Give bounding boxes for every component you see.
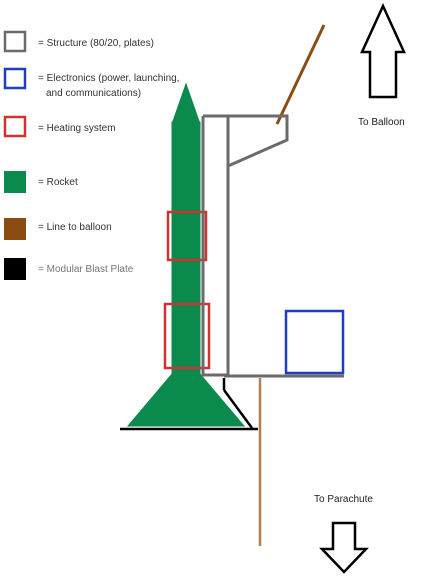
- legend-item-balloon-line: = Line to balloon: [4, 218, 112, 240]
- legend-label-heating: = Heating system: [38, 123, 116, 134]
- legend-label-balloon-line: = Line to balloon: [38, 222, 112, 233]
- legend-swatch-electronics: [3, 67, 27, 90]
- structure-outline: [201, 114, 289, 377]
- heating-element-lower: [163, 302, 211, 370]
- structure-frame: [201, 114, 344, 378]
- legend-swatch-rocket: [4, 171, 26, 193]
- legend-swatch-blast-plate: [4, 258, 26, 280]
- rocket-fins: [126, 373, 246, 427]
- arrow-down-icon: [319, 521, 369, 574]
- legend: = Structure (80/20, plates) = Electronic…: [3, 30, 179, 280]
- legend-item-structure: = Structure (80/20, plates): [3, 30, 154, 53]
- legend-item-electronics: = Electronics (power, launching, and com…: [3, 67, 179, 99]
- label-to-parachute: To Parachute: [314, 494, 373, 505]
- legend-item-heating: = Heating system: [3, 115, 116, 138]
- legend-label-electronics-line2: and communications): [46, 88, 141, 99]
- electronics-box: [284, 309, 345, 375]
- legend-label-rocket: = Rocket: [38, 177, 78, 188]
- heating-element-upper: [166, 210, 208, 262]
- legend-label-electronics-line1: = Electronics (power, launching,: [38, 73, 179, 84]
- rocket: [126, 82, 246, 427]
- rocket-nose: [171, 82, 201, 125]
- rocket-body: [171, 121, 201, 381]
- blast-plate-deflector: [222, 389, 254, 429]
- legend-item-blast-plate: = Modular Blast Plate: [4, 258, 134, 280]
- legend-label-blast-plate: = Modular Blast Plate: [38, 264, 134, 275]
- legend-label-structure: = Structure (80/20, plates): [38, 38, 154, 49]
- legend-swatch-balloon-line: [4, 218, 26, 240]
- legend-item-rocket: = Rocket: [4, 171, 78, 193]
- blast-plate: [120, 378, 258, 431]
- legend-swatch-structure: [3, 30, 27, 53]
- label-to-balloon: To Balloon: [358, 117, 405, 128]
- arrow-up-icon: [360, 2, 406, 99]
- legend-swatch-heating: [3, 115, 27, 138]
- balloon-line: [275, 24, 326, 125]
